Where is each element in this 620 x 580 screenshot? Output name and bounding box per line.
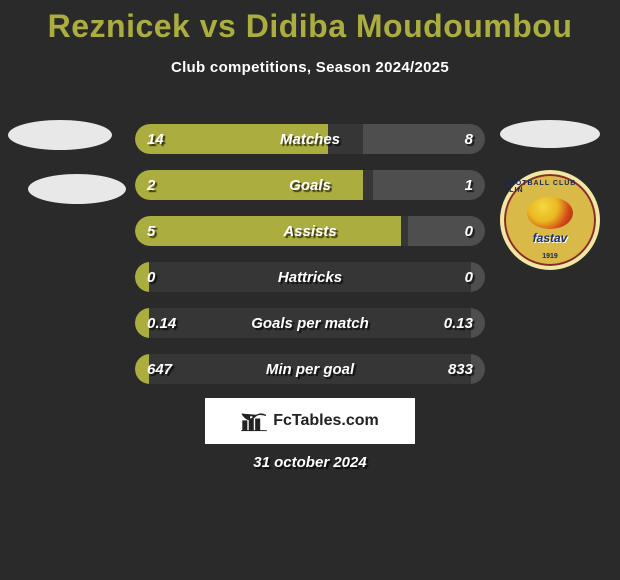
stat-row: 647833Min per goal	[135, 354, 485, 384]
fctables-badge[interactable]: FcTables.com	[205, 398, 415, 444]
date-text: 31 october 2024	[0, 454, 620, 471]
club-name-text: FOOTBALL CLUB ZLIN	[504, 180, 596, 194]
stat-label: Min per goal	[135, 354, 485, 384]
placeholder-ellipse-icon	[28, 174, 126, 204]
football-icon	[527, 197, 573, 229]
club-crest: FOOTBALL CLUB ZLIN fastav 1919	[500, 170, 600, 270]
fctables-brand-text: FcTables.com	[273, 412, 379, 430]
page-subtitle: Club competitions, Season 2024/2025	[0, 59, 620, 76]
club-year-text: 1919	[542, 253, 558, 260]
page-title: Reznicek vs Didiba Moudoumbou	[0, 0, 620, 45]
stats-panel: 148Matches 21Goals 50Assists 00Hattricks 0.1…	[135, 124, 485, 400]
stat-row: 50Assists	[135, 216, 485, 246]
stat-label: Goals per match	[135, 308, 485, 338]
placeholder-ellipse-icon	[500, 120, 600, 148]
stat-label: Matches	[135, 124, 485, 154]
club-brand-text: fastav	[533, 231, 568, 245]
stat-label: Hattricks	[135, 262, 485, 292]
stat-row: 21Goals	[135, 170, 485, 200]
stat-row: 148Matches	[135, 124, 485, 154]
stat-label: Assists	[135, 216, 485, 246]
left-player-badge	[8, 120, 112, 220]
bar-chart-icon	[241, 410, 267, 432]
stat-row: 0.140.13Goals per match	[135, 308, 485, 338]
stat-row: 00Hattricks	[135, 262, 485, 292]
stat-label: Goals	[135, 170, 485, 200]
placeholder-ellipse-icon	[8, 120, 112, 150]
right-player-badge: FOOTBALL CLUB ZLIN fastav 1919	[500, 120, 600, 240]
